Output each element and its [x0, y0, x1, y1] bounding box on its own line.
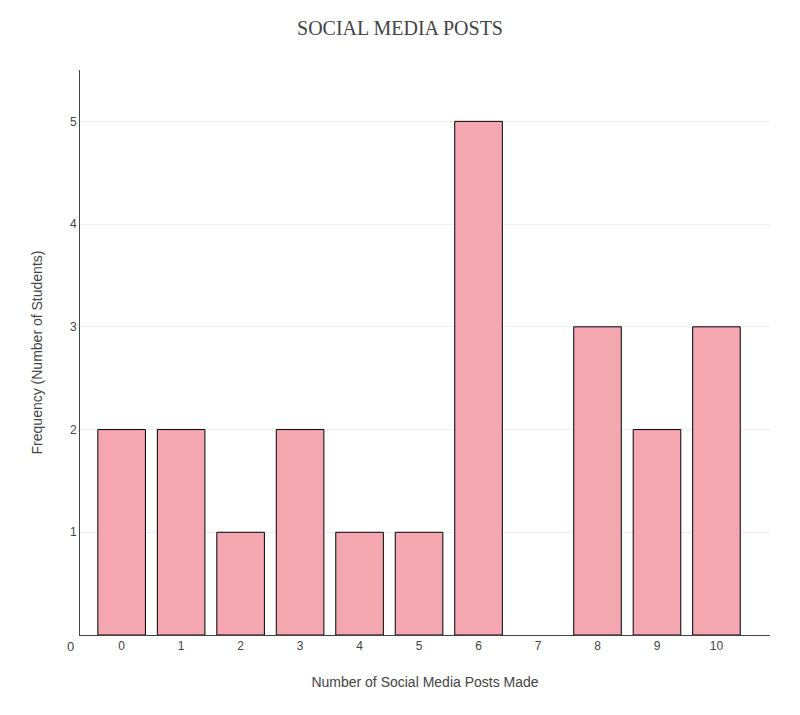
svg-text:4: 4 — [356, 639, 363, 653]
svg-text:2: 2 — [237, 639, 244, 653]
svg-text:2: 2 — [70, 423, 77, 437]
svg-text:Number of Social Media Posts M: Number of Social Media Posts Made — [311, 674, 538, 690]
svg-text:8: 8 — [594, 639, 601, 653]
svg-text:6: 6 — [475, 639, 482, 653]
svg-text:3: 3 — [297, 639, 304, 653]
svg-text:Frequency (Number of Students): Frequency (Number of Students) — [29, 251, 45, 455]
svg-text:5: 5 — [416, 639, 423, 653]
svg-text:SOCIAL MEDIA POSTS: SOCIAL MEDIA POSTS — [297, 17, 503, 39]
svg-text:9: 9 — [654, 639, 661, 653]
svg-text:1: 1 — [70, 525, 77, 539]
svg-text:0: 0 — [67, 639, 74, 654]
svg-text:3: 3 — [70, 320, 77, 334]
svg-text:5: 5 — [70, 115, 77, 129]
svg-text:4: 4 — [70, 217, 77, 231]
svg-text:0: 0 — [118, 639, 125, 653]
svg-text:7: 7 — [535, 639, 542, 653]
svg-text:10: 10 — [710, 639, 724, 653]
svg-text:1: 1 — [178, 639, 185, 653]
